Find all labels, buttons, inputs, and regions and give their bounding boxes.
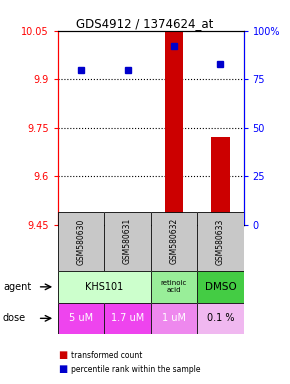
Text: GSM580633: GSM580633 (216, 218, 225, 265)
Text: GDS4912 / 1374624_at: GDS4912 / 1374624_at (76, 17, 214, 30)
Bar (165, 31, 183, 225)
Text: GSM580632: GSM580632 (169, 218, 179, 265)
Text: retinoic
acid: retinoic acid (161, 280, 187, 293)
Text: transformed count: transformed count (71, 351, 142, 360)
Text: agent: agent (3, 282, 31, 292)
Text: GSM580630: GSM580630 (77, 218, 86, 265)
Bar (211, 137, 230, 225)
Bar (72, 218, 90, 225)
Text: ■: ■ (58, 350, 67, 360)
Text: 1 uM: 1 uM (162, 313, 186, 323)
Text: GSM580631: GSM580631 (123, 218, 132, 265)
Text: dose: dose (3, 313, 26, 323)
Text: 0.1 %: 0.1 % (207, 313, 234, 323)
Bar (118, 218, 137, 225)
Text: KHS101: KHS101 (85, 282, 124, 292)
Text: percentile rank within the sample: percentile rank within the sample (71, 365, 201, 374)
Text: ■: ■ (58, 364, 67, 374)
Text: DMSO: DMSO (204, 282, 236, 292)
Text: 5 uM: 5 uM (69, 313, 93, 323)
Text: 1.7 uM: 1.7 uM (111, 313, 144, 323)
